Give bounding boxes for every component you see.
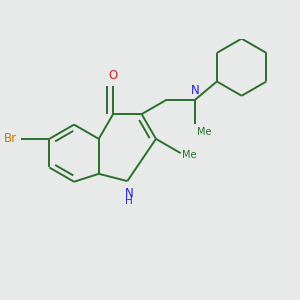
Text: Me: Me <box>196 127 211 137</box>
Text: Me: Me <box>182 150 197 160</box>
Text: N: N <box>190 84 199 97</box>
Text: Br: Br <box>4 132 17 146</box>
Text: H: H <box>125 196 133 206</box>
Text: N: N <box>124 188 133 200</box>
Text: O: O <box>109 69 118 82</box>
